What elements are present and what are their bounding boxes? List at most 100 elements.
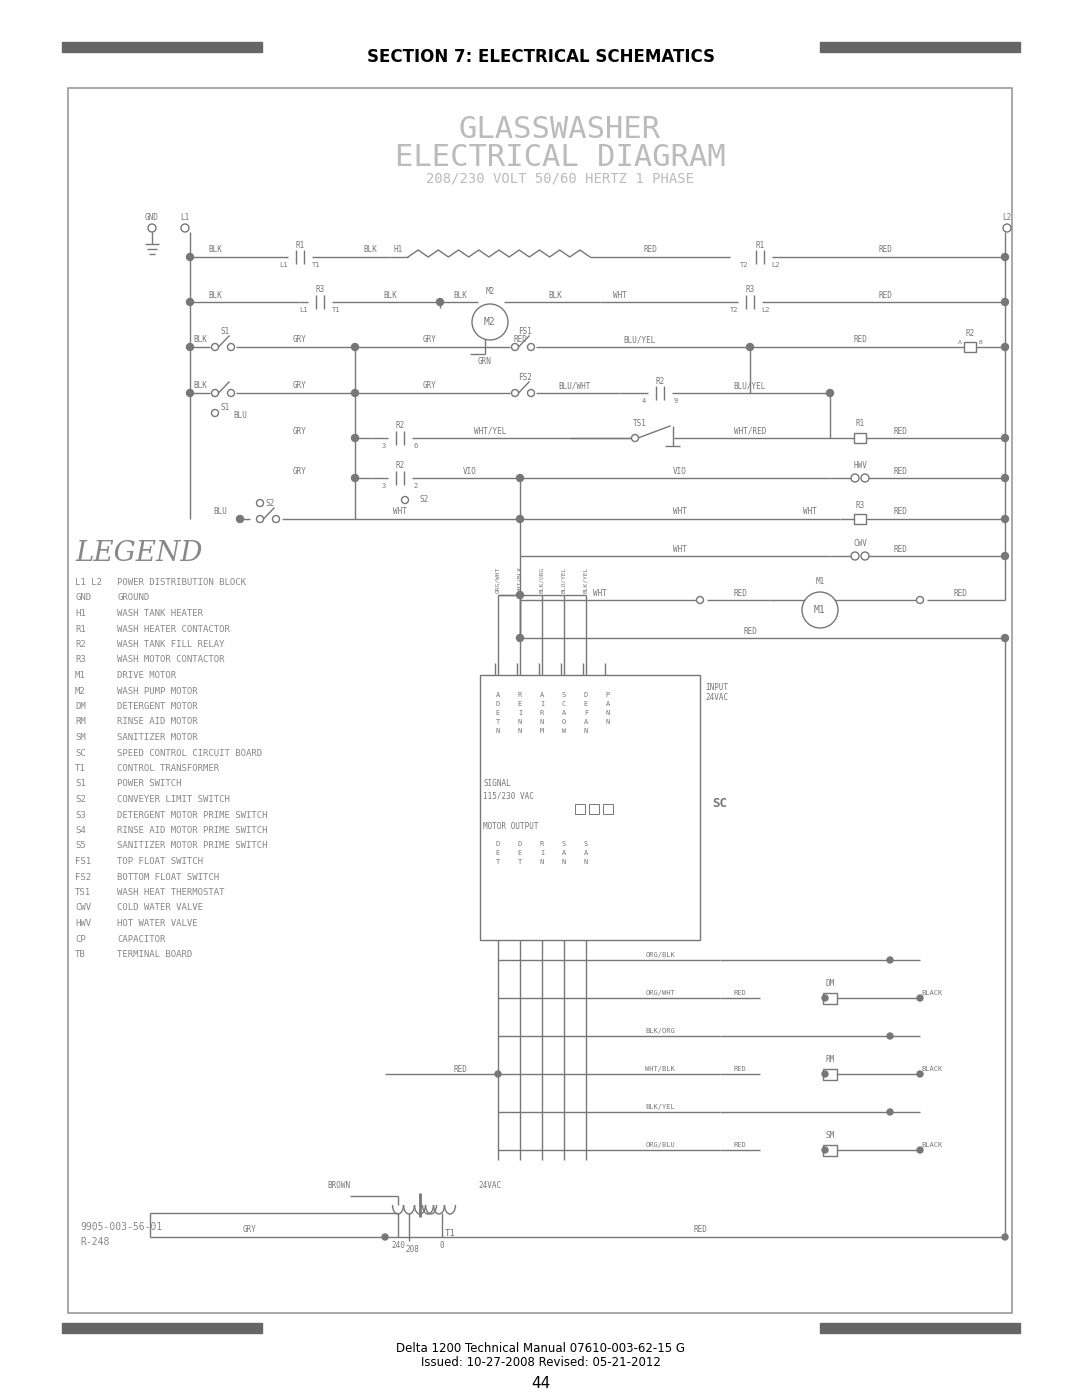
Circle shape: [148, 224, 156, 232]
Text: BLK: BLK: [193, 381, 207, 391]
Text: RINSE AID MOTOR PRIME SWITCH: RINSE AID MOTOR PRIME SWITCH: [117, 826, 268, 835]
Circle shape: [1001, 299, 1009, 306]
Text: R: R: [540, 841, 544, 847]
Text: DM: DM: [75, 703, 85, 711]
Text: RED: RED: [953, 588, 967, 598]
Text: S: S: [562, 692, 566, 698]
Text: 2: 2: [414, 483, 418, 489]
Text: BROWN: BROWN: [327, 1180, 350, 1189]
Text: WHT: WHT: [593, 588, 607, 598]
Circle shape: [516, 634, 524, 641]
Text: RED: RED: [893, 545, 907, 553]
Text: R1: R1: [75, 624, 85, 633]
Text: T: T: [496, 859, 500, 865]
Text: BLU/WHT: BLU/WHT: [558, 381, 591, 391]
Text: TOP FLOAT SWITCH: TOP FLOAT SWITCH: [117, 856, 203, 866]
Text: BLACK: BLACK: [921, 990, 943, 996]
Text: ELECTRICAL DIAGRAM: ELECTRICAL DIAGRAM: [394, 142, 726, 172]
Text: WASH MOTOR CONTACTOR: WASH MOTOR CONTACTOR: [117, 655, 225, 665]
Text: S1: S1: [75, 780, 85, 788]
Text: SM: SM: [825, 1130, 835, 1140]
Text: R1: R1: [855, 419, 865, 429]
Text: S2: S2: [420, 496, 429, 504]
Text: RED: RED: [878, 246, 892, 254]
Circle shape: [351, 475, 359, 482]
Text: I: I: [540, 849, 544, 856]
Text: MOTOR OUTPUT: MOTOR OUTPUT: [483, 821, 539, 831]
Text: POWER SWITCH: POWER SWITCH: [117, 780, 181, 788]
Text: BLU: BLU: [213, 507, 227, 517]
Circle shape: [1001, 344, 1009, 351]
Text: SECTION 7: ELECTRICAL SCHEMATICS: SECTION 7: ELECTRICAL SCHEMATICS: [367, 47, 715, 66]
Text: 24VAC: 24VAC: [705, 693, 728, 703]
Bar: [823, 992, 837, 1003]
Circle shape: [212, 344, 218, 351]
Circle shape: [887, 957, 893, 963]
Text: GRN: GRN: [478, 358, 491, 366]
Text: RED: RED: [513, 335, 527, 345]
Circle shape: [228, 390, 234, 397]
Text: COLD WATER VALVE: COLD WATER VALVE: [117, 904, 203, 912]
Circle shape: [187, 253, 193, 260]
Text: N: N: [518, 719, 522, 725]
Circle shape: [272, 515, 280, 522]
Text: WASH HEATER CONTACTOR: WASH HEATER CONTACTOR: [117, 624, 230, 633]
Text: D: D: [496, 701, 500, 707]
Text: R3: R3: [745, 285, 755, 295]
Text: LEGEND: LEGEND: [75, 541, 203, 567]
Text: BLK/YEL: BLK/YEL: [645, 1104, 675, 1111]
Text: BLK/ORG: BLK/ORG: [540, 567, 544, 592]
Circle shape: [351, 390, 359, 397]
Text: R: R: [518, 692, 522, 698]
Text: DETERGENT MOTOR: DETERGENT MOTOR: [117, 703, 198, 711]
Text: WASH HEAT THERMOSTAT: WASH HEAT THERMOSTAT: [117, 888, 225, 897]
Text: FS2: FS2: [75, 873, 91, 882]
Text: M2: M2: [485, 288, 495, 296]
Circle shape: [187, 299, 193, 306]
Text: DM: DM: [825, 978, 835, 988]
Text: N: N: [540, 719, 544, 725]
Text: T1: T1: [75, 764, 85, 773]
Text: M1: M1: [814, 605, 826, 615]
Text: BLU: BLU: [233, 411, 247, 419]
Circle shape: [495, 1071, 501, 1077]
Text: F: F: [584, 710, 589, 717]
Text: 9: 9: [674, 398, 678, 404]
Text: RED: RED: [893, 426, 907, 436]
Text: RED: RED: [893, 507, 907, 517]
Text: L1: L1: [280, 263, 288, 268]
Circle shape: [917, 1071, 923, 1077]
Circle shape: [512, 390, 518, 397]
Circle shape: [861, 552, 869, 560]
Circle shape: [1002, 1234, 1008, 1241]
Text: L2: L2: [772, 263, 780, 268]
Text: A: A: [496, 692, 500, 698]
Text: WHT/BLK: WHT/BLK: [517, 567, 523, 592]
Text: 3: 3: [382, 483, 387, 489]
Circle shape: [257, 500, 264, 507]
Text: A: A: [606, 701, 610, 707]
Circle shape: [237, 515, 243, 522]
Bar: [589, 805, 599, 814]
Circle shape: [516, 591, 524, 598]
Circle shape: [802, 592, 838, 629]
Text: N: N: [562, 859, 566, 865]
Circle shape: [351, 344, 359, 351]
Text: BLK: BLK: [383, 291, 397, 299]
Text: N: N: [496, 728, 500, 733]
Bar: [820, 42, 1020, 52]
Text: 3: 3: [382, 443, 387, 448]
Text: TS1: TS1: [75, 888, 91, 897]
Text: L2: L2: [1002, 214, 1012, 222]
Text: S5: S5: [75, 841, 85, 851]
Text: T2: T2: [730, 307, 739, 313]
Text: BLK/ORG: BLK/ORG: [645, 1028, 675, 1034]
Text: S: S: [562, 841, 566, 847]
Text: D: D: [518, 841, 522, 847]
Text: CWV: CWV: [75, 904, 91, 912]
Bar: [823, 1144, 837, 1155]
Text: GRY: GRY: [243, 1225, 257, 1235]
Text: M2: M2: [75, 686, 85, 696]
Bar: [68, 88, 1012, 1313]
Bar: [62, 42, 262, 52]
